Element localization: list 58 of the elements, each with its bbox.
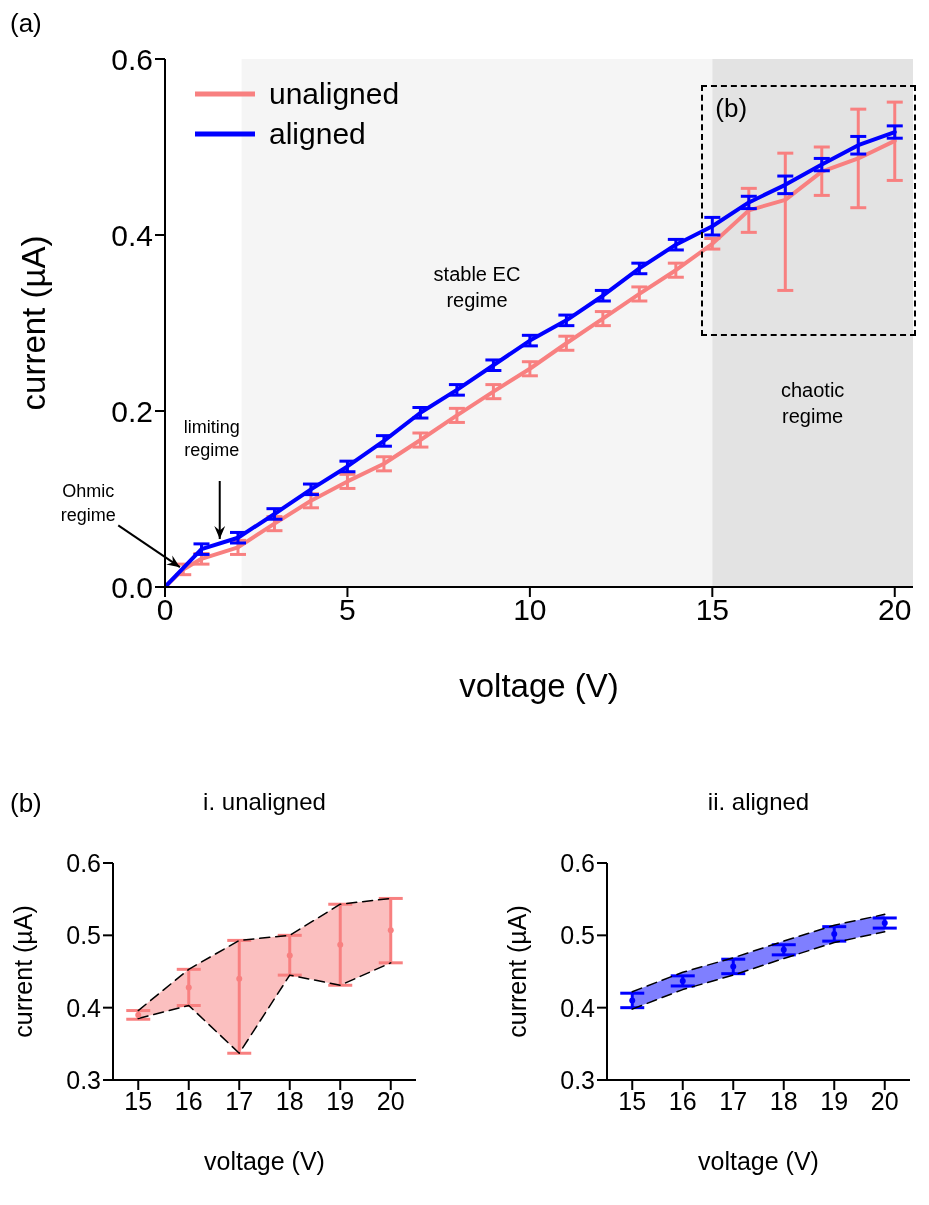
x-tick-label: 18 — [275, 1086, 304, 1115]
y-tick-label: 0.3 — [560, 1065, 595, 1094]
x-tick-label: 0 — [156, 593, 174, 627]
y-tick-label: 0.2 — [111, 394, 153, 428]
x-tick-label: 15 — [618, 1086, 647, 1115]
point — [337, 941, 344, 948]
y-tick-label: 0.5 — [560, 921, 595, 950]
x-tick-label: 20 — [878, 593, 912, 627]
point — [831, 930, 838, 937]
legend-label: unaligned — [269, 77, 400, 111]
line-series — [631, 913, 886, 993]
band-label: stable EC regime — [433, 262, 521, 311]
x-tick-label: 19 — [326, 1086, 355, 1115]
point — [236, 975, 243, 982]
x-axis-title: voltage (V) — [204, 1147, 325, 1175]
point — [286, 952, 293, 959]
x-tick-label: 17 — [225, 1086, 254, 1115]
chart-title: ii. aligned — [706, 788, 811, 816]
x-tick-label: 15 — [695, 593, 729, 627]
point — [387, 927, 394, 934]
x-tick-label: 17 — [719, 1086, 748, 1115]
y-tick-label: 0.6 — [66, 848, 101, 877]
x-tick-label: 10 — [513, 593, 547, 627]
y-tick-label: 0.6 — [560, 848, 595, 877]
dashed-frame: (b) — [701, 85, 916, 337]
chart-title: i. unaligned — [202, 788, 327, 816]
legend-label: aligned — [269, 117, 366, 151]
line-series — [631, 930, 886, 1010]
y-tick-label: 0.5 — [66, 921, 101, 950]
point — [185, 984, 192, 991]
x-tick-label: 20 — [376, 1086, 405, 1115]
x-tick-label: 5 — [339, 593, 356, 627]
x-tick-label: 20 — [870, 1086, 899, 1115]
band-label: chaotic regime — [780, 378, 845, 427]
x-tick-label: 18 — [769, 1086, 798, 1115]
annotation: limiting regime — [183, 417, 240, 461]
annotation: Ohmic regime — [60, 481, 116, 525]
y-tick-label: 0.4 — [560, 993, 596, 1022]
text: (a) — [10, 8, 42, 39]
x-axis-title: voltage (V) — [698, 1147, 819, 1175]
x-axis-title: voltage (V) — [459, 667, 619, 704]
x-tick-label: 16 — [174, 1086, 203, 1115]
point — [730, 963, 737, 970]
y-axis-title: current (µA) — [502, 905, 531, 1038]
y-axis-title: current (µA) — [14, 235, 52, 411]
line-series — [137, 962, 392, 1054]
y-tick-label: 0.0 — [111, 570, 153, 604]
x-tick-label: 19 — [820, 1086, 849, 1115]
x-tick-label: 16 — [668, 1086, 697, 1115]
annotation: (b) — [715, 93, 748, 125]
point — [629, 997, 636, 1004]
y-tick-label: 0.4 — [111, 218, 153, 252]
y-tick-label: 0.4 — [66, 993, 102, 1022]
x-tick-label: 15 — [124, 1086, 153, 1115]
y-tick-label: 0.3 — [66, 1065, 101, 1094]
text: (b) — [10, 788, 42, 819]
y-tick-label: 0.6 — [111, 42, 153, 76]
y-axis-title: current (µA) — [8, 905, 37, 1038]
